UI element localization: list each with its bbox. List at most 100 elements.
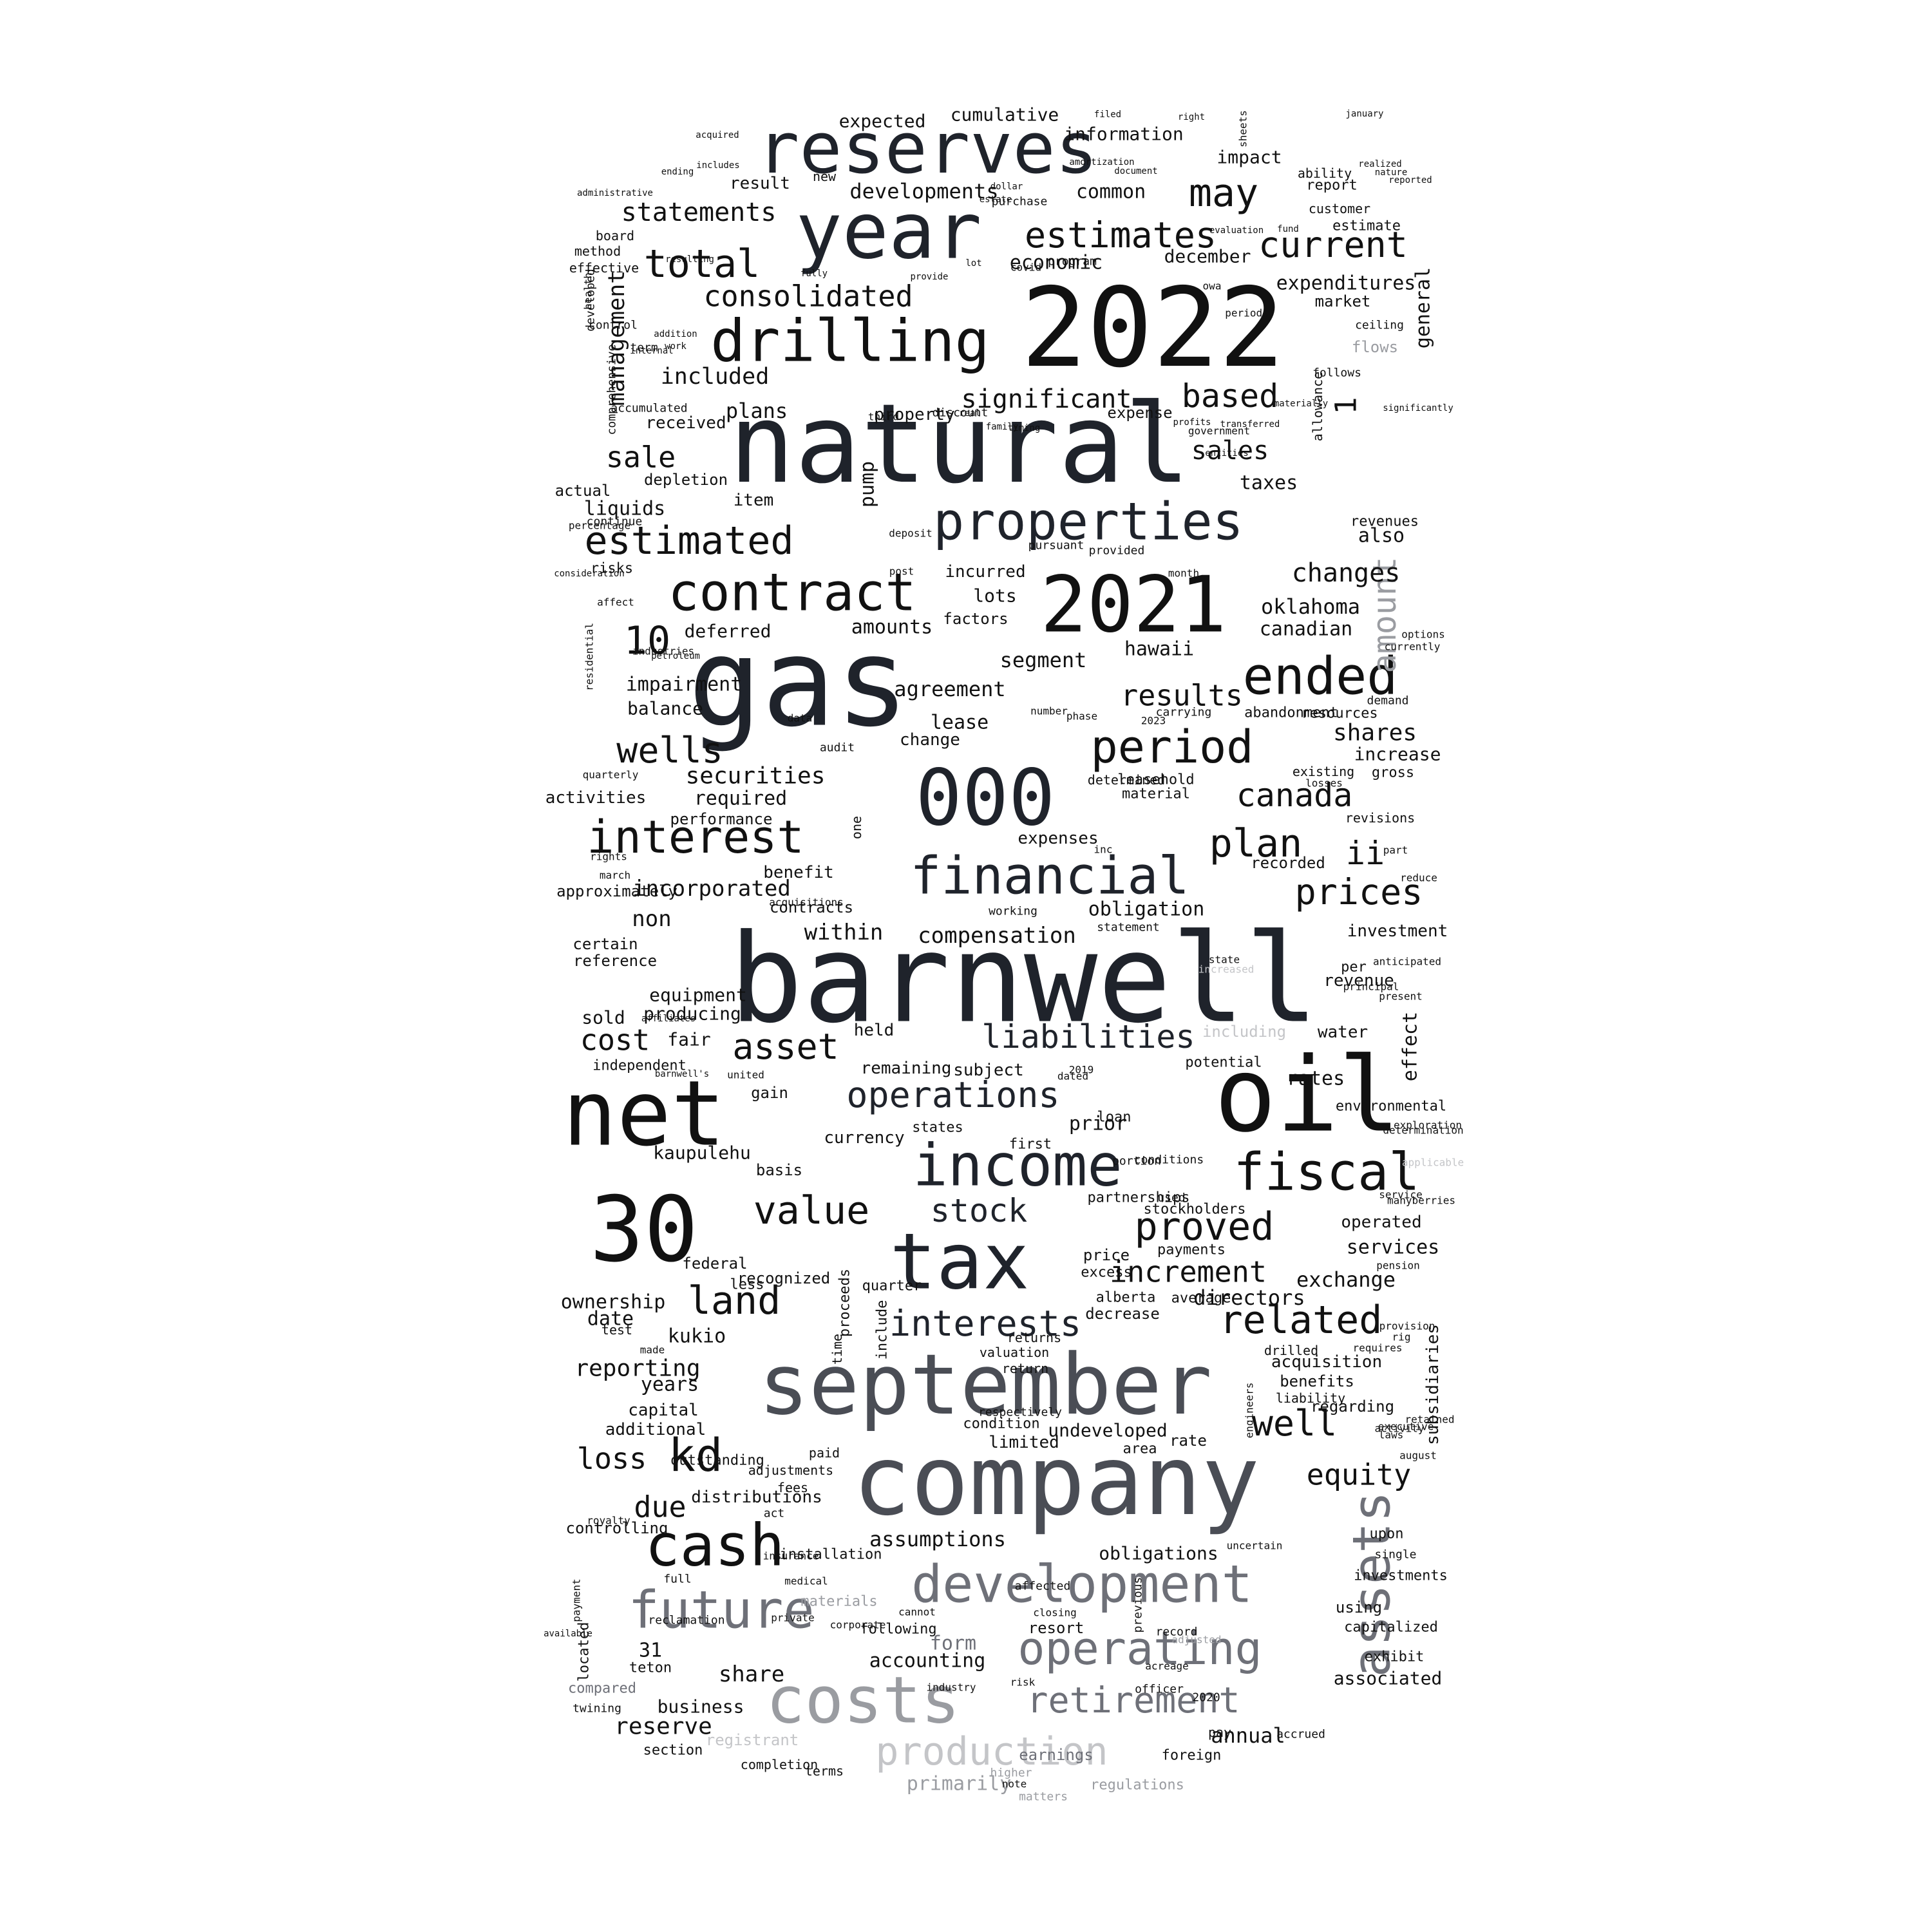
- word-located: located: [576, 1622, 592, 1682]
- word-impact: impact: [1217, 147, 1282, 168]
- word-leasehold: leasehold: [1117, 772, 1194, 788]
- word-potential: potential: [1185, 1055, 1262, 1071]
- word-engineers: engineers: [1244, 1383, 1256, 1439]
- word-shares: shares: [1333, 720, 1417, 746]
- word-return: return: [1002, 1361, 1048, 1376]
- word-principal: principal: [1343, 981, 1399, 993]
- word-operated: operated: [1341, 1213, 1421, 1232]
- word-twining: twining: [573, 1702, 621, 1716]
- word-evaluation: evaluation: [1209, 225, 1264, 236]
- word-barnwell: barnwell: [729, 908, 1318, 1050]
- word-fully: fully: [800, 269, 828, 279]
- word-incurred: incurred: [945, 562, 1025, 582]
- word-options: options: [1401, 629, 1444, 641]
- word-amount: amount: [1366, 557, 1403, 674]
- word-total: total: [644, 242, 761, 287]
- word-ability: ability: [1298, 166, 1352, 181]
- word-risk: risk: [1010, 1676, 1036, 1689]
- word-share: share: [719, 1662, 784, 1687]
- word-effect: effect: [1399, 1012, 1422, 1081]
- word-environmental: environmental: [1336, 1099, 1446, 1115]
- word-regarding: regarding: [1311, 1397, 1394, 1416]
- word-upon: upon: [1370, 1526, 1404, 1542]
- word-performance: performance: [670, 810, 773, 828]
- word-2020: 2020: [1192, 1691, 1220, 1705]
- word-kukio: kukio: [668, 1325, 726, 1348]
- word-quarter: quarter: [862, 1278, 922, 1294]
- word-including: including: [1202, 1023, 1286, 1041]
- word-retained: retained: [1405, 1414, 1454, 1426]
- word-decrease: decrease: [1085, 1305, 1160, 1323]
- word-resort: resort: [1028, 1619, 1084, 1637]
- word-developed: developed: [584, 269, 598, 332]
- word-september: september: [759, 1336, 1212, 1434]
- word-corporate: corporate: [830, 1619, 886, 1631]
- word-subsidiaries: subsidiaries: [1423, 1324, 1443, 1445]
- word-anticipated: anticipated: [1373, 956, 1441, 968]
- word-alberta: alberta: [1096, 1290, 1156, 1306]
- word-information: information: [1064, 124, 1183, 145]
- word-higher: higher: [990, 1766, 1032, 1780]
- word-reduce: reduce: [1400, 872, 1437, 884]
- word-fees: fees: [777, 1480, 808, 1495]
- word-foreign: foreign: [1162, 1748, 1222, 1764]
- word-gross: gross: [1372, 765, 1414, 781]
- word-royalty: royalty: [587, 1515, 630, 1527]
- word-report: report: [1306, 178, 1357, 194]
- word-income: income: [913, 1132, 1122, 1200]
- word-incorporated: incorporated: [632, 876, 791, 902]
- word-non: non: [632, 906, 671, 932]
- word-existing: existing: [1293, 764, 1354, 779]
- word-lots: lots: [973, 585, 1016, 607]
- word-stock: stock: [931, 1192, 1028, 1229]
- word-capitalized: capitalized: [1344, 1620, 1438, 1636]
- word-percentage: percentage: [569, 520, 630, 532]
- word-allowance: allowance: [1310, 372, 1325, 441]
- word-demand: demand: [1367, 694, 1408, 708]
- word-laws: laws: [1379, 1429, 1404, 1441]
- word-purchase: purchase: [992, 195, 1048, 209]
- word-estimate: estimate: [1332, 218, 1401, 234]
- word-drilled: drilled: [1264, 1343, 1318, 1358]
- word-investments: investments: [1354, 1568, 1448, 1584]
- word-services: services: [1347, 1236, 1440, 1259]
- word-consideration: consideration: [554, 569, 625, 579]
- word-included: included: [661, 364, 770, 390]
- word-using: using: [1336, 1598, 1382, 1616]
- word-march: march: [600, 869, 630, 882]
- word-affiliates: affiliates: [641, 1014, 696, 1024]
- word-liquids: liquids: [584, 498, 665, 520]
- word-internal: internal: [630, 346, 673, 356]
- word-one: one: [849, 816, 864, 839]
- word-future: future: [629, 1580, 815, 1640]
- word-follows: follows: [1312, 366, 1361, 380]
- word-addition: addition: [654, 329, 697, 339]
- word-profits: profits: [1173, 417, 1211, 428]
- word-economic: economic: [1010, 252, 1103, 274]
- word-cumulative: cumulative: [951, 104, 1059, 126]
- word-continue: continue: [587, 515, 643, 529]
- word-provision: provision: [1379, 1320, 1435, 1332]
- word-lease: lease: [931, 712, 989, 734]
- word-additional: additional: [605, 1420, 706, 1439]
- word-payments: payments: [1157, 1242, 1226, 1258]
- word-water: water: [1318, 1023, 1368, 1042]
- word-equipment: equipment: [649, 985, 747, 1006]
- word-also: also: [1358, 525, 1405, 547]
- word-earnings: earnings: [1019, 1746, 1094, 1764]
- word-returns: returns: [1007, 1330, 1061, 1345]
- word-customer: customer: [1309, 201, 1370, 216]
- word-proceeds: proceeds: [837, 1269, 853, 1337]
- word-sale: sale: [606, 440, 676, 475]
- word-interests: interests: [889, 1303, 1081, 1344]
- word-reserve: reserve: [614, 1714, 712, 1740]
- word-approximately: approximately: [556, 882, 677, 900]
- word-includes: includes: [696, 160, 739, 171]
- word-required: required: [694, 788, 788, 810]
- word-single: single: [1374, 1548, 1416, 1562]
- word-increase: increase: [1354, 744, 1441, 765]
- word-administrative: administrative: [577, 188, 653, 198]
- word-acreage: acreage: [1145, 1660, 1188, 1672]
- word-cannot: cannot: [898, 1606, 936, 1618]
- word-fiscal: fiscal: [1234, 1142, 1420, 1202]
